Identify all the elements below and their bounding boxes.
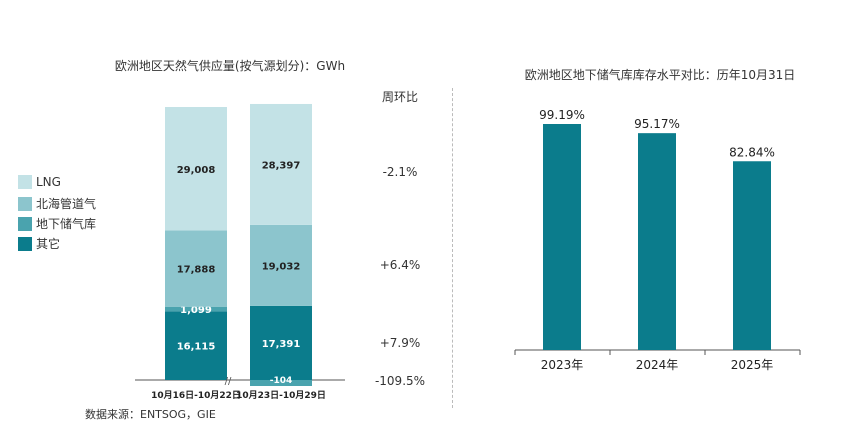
bar-0-0 (165, 311, 227, 380)
legend-lng: LNG (18, 175, 61, 189)
storage-bar-1 (638, 133, 676, 350)
bar-1-1 (250, 380, 312, 386)
legend-storage: 地下储气库 (18, 215, 96, 232)
legend-other-swatch (18, 236, 32, 251)
storage-x-label-2: 2025年 (731, 358, 774, 372)
chart-divider (452, 88, 453, 408)
bar-3-0 (165, 107, 227, 231)
bar-0-1 (250, 305, 312, 380)
bar-label-1-0: 1,099 (180, 305, 212, 316)
bar-2-0 (165, 230, 227, 307)
wow-pipeline: +6.4% (379, 258, 421, 272)
x-tick-label-1: 10月23日-10月29日 (236, 390, 326, 401)
legend-pipeline-label: 北海管道气 (36, 197, 97, 211)
legend-lng-swatch (18, 175, 32, 189)
wow-storage: -109.5% (374, 374, 426, 388)
data-source: 数据来源：ENTSOG，GIE (85, 408, 216, 421)
left-chart-title: 欧洲地区天然气供应量(按气源划分)：GWh (114, 59, 346, 73)
bar-label-3-1: 28,397 (262, 160, 301, 171)
right-chart-title: 欧洲地区地下储气库库存水平对比：历年10月31日 (524, 68, 796, 82)
bar-label-0-1: 17,391 (262, 339, 301, 350)
storage-bar-label-1: 95.17% (634, 117, 680, 131)
wow-header: 周环比 (381, 90, 418, 104)
legend-storage-label: 地下储气库 (36, 217, 97, 231)
storage-bar-0 (543, 124, 581, 350)
bar-1-0 (165, 306, 227, 312)
storage-x-label-0: 2023年 (541, 358, 584, 372)
legend-storage-swatch (18, 216, 32, 231)
bar-2-1 (250, 224, 312, 306)
storage-bar-label-2: 82.84% (729, 145, 775, 159)
right-bar-chart: 99.19% 2023年 95.17% 2024年 82.84% 2025年 (514, 108, 801, 372)
legend-lng-label: LNG (36, 175, 61, 189)
legend-other: 其它 (18, 235, 60, 252)
bar-label-3-0: 29,008 (177, 165, 216, 176)
axis-break-mark: // (225, 376, 232, 387)
legend-pipeline: 北海管道气 (18, 195, 96, 212)
wow-other: +7.9% (379, 336, 421, 350)
storage-bar-label-0: 99.19% (539, 108, 585, 122)
legend-other-label: 其它 (36, 237, 61, 251)
bar-3-1 (250, 103, 312, 225)
bar-label-2-1: 19,032 (262, 261, 301, 272)
bar-label-2-0: 17,888 (177, 265, 216, 276)
bar-label-1-1: -104 (270, 376, 293, 386)
left-stacked-chart: 16,115 1,099 17,888 29,008 10月16日-10月22日 17,3… (135, 103, 345, 401)
wow-lng: -2.1% (382, 165, 418, 179)
storage-bar-2 (733, 161, 771, 350)
legend-pipeline-swatch (18, 196, 32, 211)
bar-label-0-0: 16,115 (177, 342, 216, 353)
x-tick-label-0: 10月16日-10月22日 (151, 390, 241, 401)
storage-x-label-1: 2024年 (636, 358, 679, 372)
